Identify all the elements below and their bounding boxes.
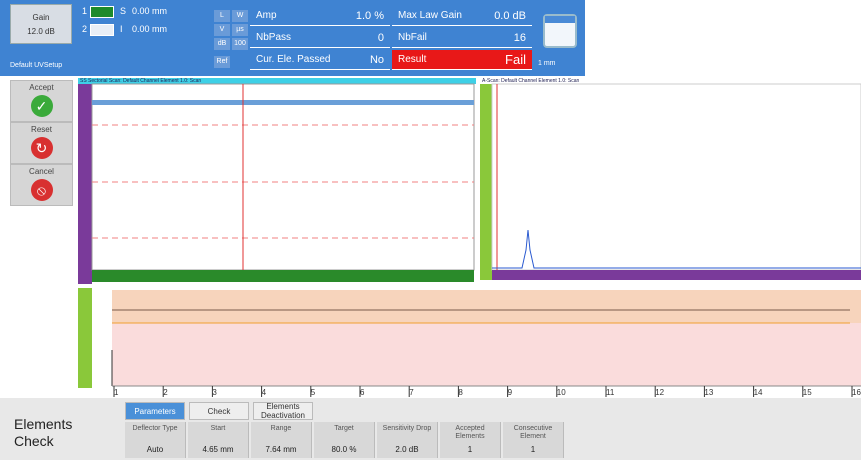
axis-label: 4 [262,388,267,397]
mini-button[interactable]: µs [232,24,248,36]
panel-title: Elements Check [14,416,104,450]
sscan [92,84,474,270]
sidebar-label: Reset [11,125,72,134]
field-label: Range [251,425,311,433]
right-ruler [480,84,492,280]
sidebar-button[interactable]: Reset ↻ [10,122,73,164]
scan-band [92,100,474,105]
left-title: SS Sectorial Scan: Default Channel Eleme… [80,78,201,84]
right-title: A-Scan: Default Channel Element 1.0: Sca… [482,78,579,84]
views: 12345678910111213141516 [0,0,861,400]
mini-button[interactable]: V [214,24,230,36]
sidebar-label: Accept [11,83,72,92]
element-band [112,290,861,323]
sidebar-icon: ✓ [31,95,53,117]
probe-index: 1 [82,6,87,16]
field[interactable]: Sensitivity Drop 2.0 dB [377,422,438,458]
axis-label: 1 [114,388,119,397]
field-label: Accepted Elements [440,425,500,441]
axis-label: 5 [311,388,316,397]
tab[interactable]: Check [189,402,249,420]
mini-button[interactable]: dB [214,38,230,50]
axis-label: 6 [360,388,365,397]
right-bottom-ruler [492,270,861,280]
axis-label: 7 [409,388,414,397]
probe-icon [90,6,114,18]
axis-label: 10 [557,388,566,397]
axis-label: 3 [212,388,217,397]
left-ruler [78,84,92,284]
field-value: Auto [125,446,185,454]
tab[interactable]: Parameters [125,402,185,420]
sidebar-label: Cancel [11,167,72,176]
field-label: Sensitivity Drop [377,425,437,433]
axis-label: 11 [606,388,615,397]
field-value: 7.64 mm [251,446,311,454]
axis-label: 8 [458,388,463,397]
mini-button[interactable]: 100 [232,38,248,50]
field-value: 80.0 % [314,446,374,454]
field-label: Start [188,425,248,433]
field[interactable]: Deflector Type Auto [125,422,186,458]
ascan [492,84,861,270]
field-value: 2.0 dB [377,446,437,454]
page: Gain12.0 dB Default UVSetup Amp1.0 %Max … [0,0,861,460]
field-label: Target [314,425,374,433]
axis-label: 9 [508,388,513,397]
axis-label: 16 [852,388,861,397]
probe-label: S [120,6,126,16]
field-label: Deflector Type [125,425,185,433]
probe-value: 0.00 mm [132,6,167,16]
left-bottom-ruler [92,270,474,282]
probe-label: I [120,24,123,34]
field-value: 1 [503,446,563,454]
field[interactable]: Consecutive Element 1 [503,422,564,458]
mini-button[interactable]: W [232,10,248,22]
axis-label: 14 [754,388,763,397]
sidebar-icon: ↻ [31,137,53,159]
sidebar-button[interactable]: Cancel ⦸ [10,164,73,206]
axis-label: 15 [803,388,812,397]
axis-label: 2 [163,388,168,397]
sidebar-button[interactable]: Accept ✓ [10,80,73,122]
field[interactable]: Start 4.65 mm [188,422,249,458]
axis-label: 12 [655,388,664,397]
field-value: 1 [440,446,500,454]
bottom-ruler [78,288,92,388]
field-value: 4.65 mm [188,446,248,454]
mini-button[interactable]: Ref [214,56,230,68]
field[interactable]: Range 7.64 mm [251,422,312,458]
sidebar-icon: ⦸ [31,179,53,201]
field[interactable]: Target 80.0 % [314,422,375,458]
tab[interactable]: Elements Deactivation [253,402,313,420]
field-label: Consecutive Element [503,425,563,441]
mini-button[interactable]: L [214,10,230,22]
field[interactable]: Accepted Elements 1 [440,422,501,458]
axis-label: 13 [704,388,713,397]
probe-value: 0.00 mm [132,24,167,34]
probe-icon [90,24,114,36]
probe-index: 2 [82,24,87,34]
